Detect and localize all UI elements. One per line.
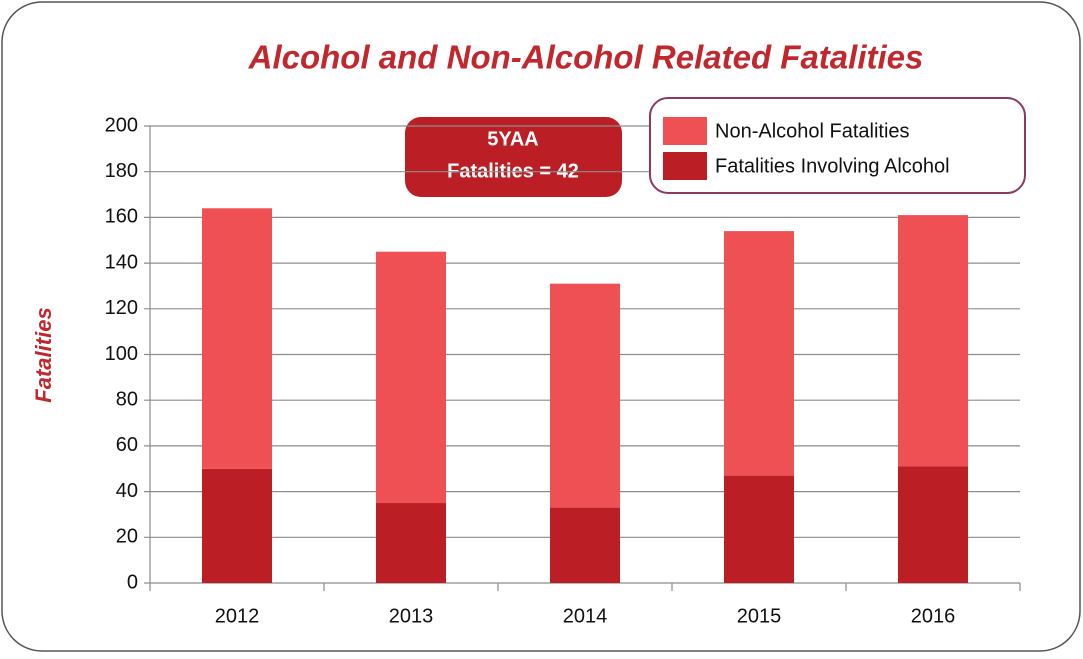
legend-box — [649, 97, 1026, 194]
x-tick-label: 2012 — [215, 605, 260, 627]
bar-segment — [202, 208, 272, 469]
bar-segment — [202, 468, 272, 583]
y-tick-label: 140 — [105, 251, 138, 273]
bar-segment — [550, 283, 620, 508]
x-tick-label: 2014 — [563, 605, 608, 627]
legend-label: Fatalities Involving Alcohol — [715, 155, 950, 177]
y-tick-label: 180 — [105, 160, 138, 182]
y-tick-label: 160 — [105, 206, 138, 228]
y-tick-label: 200 — [105, 114, 138, 136]
legend-swatch — [663, 152, 707, 180]
bar-segment — [724, 475, 794, 583]
x-tick-label: 2013 — [389, 605, 434, 627]
x-tick-label: 2015 — [737, 605, 782, 627]
y-tick-label: 120 — [105, 297, 138, 319]
y-tick-label: 40 — [116, 480, 138, 502]
bar-segment — [898, 215, 968, 467]
legend-swatch — [663, 117, 707, 145]
bar-segment — [724, 231, 794, 476]
chart-title: Alcohol and Non-Alcohol Related Fataliti… — [248, 39, 924, 76]
annotation: 5YAA — [487, 128, 539, 150]
bar-segment — [376, 503, 446, 583]
y-tick-label: 0 — [127, 571, 138, 593]
x-tick-label: 2016 — [911, 605, 956, 627]
bar-segment — [550, 507, 620, 583]
bar-segment — [898, 466, 968, 583]
legend-label: Non-Alcohol Fatalities — [715, 120, 910, 142]
y-tick-label: 100 — [105, 343, 138, 365]
annotation-box — [405, 117, 622, 197]
y-tick-label: 80 — [116, 388, 138, 410]
bar-segment — [376, 251, 446, 504]
y-axis-label: Fatalities — [31, 307, 56, 402]
y-tick-label: 20 — [116, 526, 138, 548]
y-tick-label: 60 — [116, 434, 138, 456]
